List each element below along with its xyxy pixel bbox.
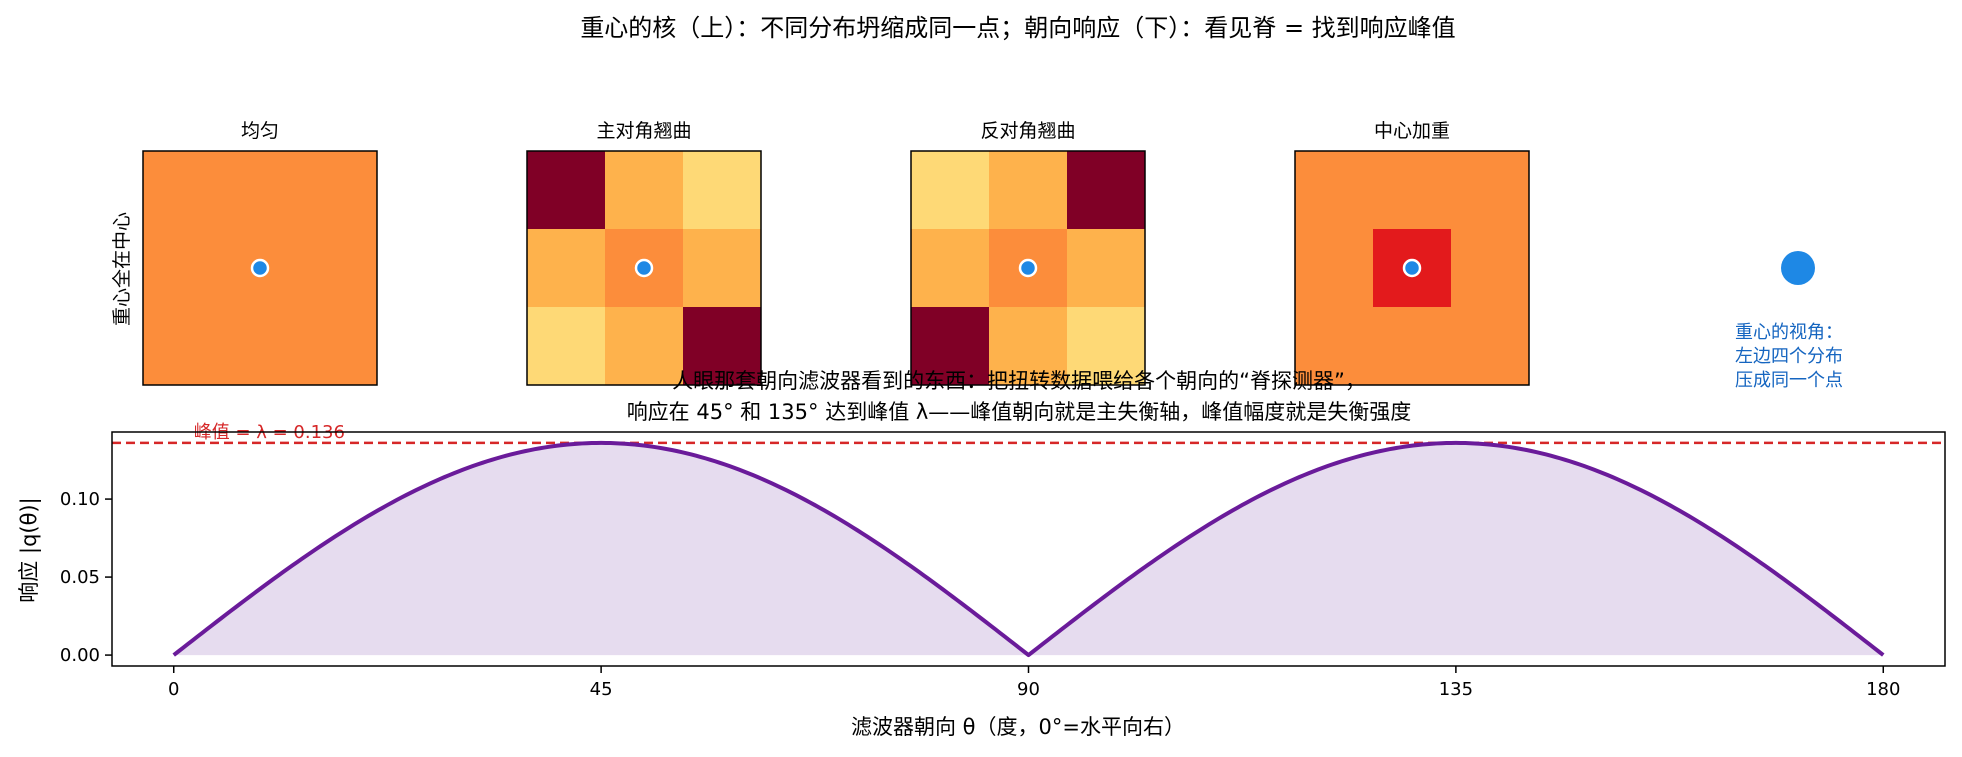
heatmap-main-diagonal: [527, 151, 761, 385]
heat-cell: [989, 307, 1067, 385]
collapse-note-line-1: 重心的视角：: [1735, 322, 1843, 343]
heat-cell: [1067, 229, 1145, 307]
heat-cell: [1295, 229, 1373, 307]
heat-cell: [299, 307, 377, 385]
panel-center-weighted: 中心加重: [1294, 120, 1530, 386]
heat-cell: [299, 151, 377, 229]
chart-title-line-2: 响应在 45° 和 135° 达到峰值 λ——峰值朝向就是主失衡轴，峰值幅度就是…: [627, 400, 1412, 424]
collapse-note-line-2: 左边四个分布: [1735, 346, 1843, 367]
centroid-dot-uniform: [250, 258, 270, 278]
heat-cell: [143, 229, 221, 307]
heat-cell: [143, 307, 221, 385]
heat-cell: [683, 307, 761, 385]
centroid-dot-center-weighted: [1402, 258, 1422, 278]
heat-cell: [221, 307, 299, 385]
centroid-dot-main-diagonal: [634, 258, 654, 278]
heat-cell: [221, 151, 299, 229]
panel-title-anti-diagonal: 反对角翘曲: [980, 120, 1075, 142]
x-tick-label: 90: [1017, 679, 1040, 700]
x-axis-ticks: 0 45 90 135 180: [168, 666, 1900, 700]
heat-cell: [911, 229, 989, 307]
x-tick-label: 135: [1439, 679, 1473, 700]
y-tick-label: 0.05: [60, 567, 100, 588]
heat-cell: [1373, 307, 1451, 385]
y-tick-label: 0.00: [60, 645, 100, 666]
heat-cell: [683, 151, 761, 229]
collapse-note-line-3: 压成同一个点: [1735, 370, 1843, 391]
chart-title-line-1: 人眼那套朝向滤波器看到的东西：把扭转数据喂给各个朝向的“脊探测器”，: [672, 369, 1366, 393]
heat-cell: [527, 229, 605, 307]
heatmap-frame-center-weighted: [1294, 150, 1530, 386]
heat-cell: [1067, 151, 1145, 229]
heatmap-frame-main-diagonal: [526, 150, 762, 386]
x-tick-label: 0: [168, 679, 179, 700]
heat-cell: [1295, 307, 1373, 385]
heat-cell: [1451, 307, 1529, 385]
centroid-kernel-row: 重心全在中心 均匀 主对角翘曲 反对角翘曲 中心加重 重心的视角：: [111, 120, 1843, 391]
y-axis-label: 响应 |q(θ)|: [17, 497, 42, 602]
panel-title-uniform: 均匀: [241, 120, 279, 142]
x-tick-label: 45: [590, 679, 613, 700]
heatmap-frame-uniform: [142, 150, 378, 386]
heat-cell: [911, 307, 989, 385]
heat-cell: [1451, 151, 1529, 229]
heat-cell: [989, 151, 1067, 229]
response-area-fill: [173, 442, 1884, 656]
heat-cell: [1451, 229, 1529, 307]
y-tick-label: 0.10: [60, 489, 100, 510]
heat-cell: [1373, 151, 1451, 229]
heat-cell: [527, 307, 605, 385]
top-row-ylabel: 重心全在中心: [111, 212, 133, 326]
y-axis-ticks: 0.00 0.05 0.10: [60, 489, 112, 666]
heat-cell: [605, 307, 683, 385]
x-tick-label: 180: [1866, 679, 1900, 700]
heatmap-center-weighted: [1295, 151, 1529, 385]
response-curve: [172, 440, 1885, 658]
orientation-response-chart: 人眼那套朝向滤波器看到的东西：把扭转数据喂给各个朝向的“脊探测器”， 响应在 4…: [17, 369, 1946, 739]
heat-cell: [911, 151, 989, 229]
panel-anti-diagonal: 反对角翘曲: [910, 120, 1146, 386]
panel-title-main-diagonal: 主对角翘曲: [596, 120, 691, 142]
heat-cell: [605, 151, 683, 229]
heat-cell: [299, 229, 377, 307]
centroid-dot-anti-diagonal: [1018, 258, 1038, 278]
x-axis-label: 滤波器朝向 θ（度，0°=水平向右）: [851, 715, 1185, 739]
figure-suptitle: 重心的核（上）：不同分布坍缩成同一点；朝向响应（下）：看见脊 = 找到响应峰值: [580, 14, 1455, 42]
heatmap-frame-anti-diagonal: [910, 150, 1146, 386]
heat-cell: [1067, 307, 1145, 385]
panel-main-diagonal: 主对角翘曲: [526, 120, 762, 386]
heat-cell: [1295, 151, 1373, 229]
panel-uniform: 均匀: [142, 120, 378, 386]
heat-cell: [683, 229, 761, 307]
heat-cell: [527, 151, 605, 229]
heat-cell: [143, 151, 221, 229]
panel-title-center-weighted: 中心加重: [1374, 120, 1450, 142]
collapsed-centroid-dot: [1781, 251, 1815, 285]
